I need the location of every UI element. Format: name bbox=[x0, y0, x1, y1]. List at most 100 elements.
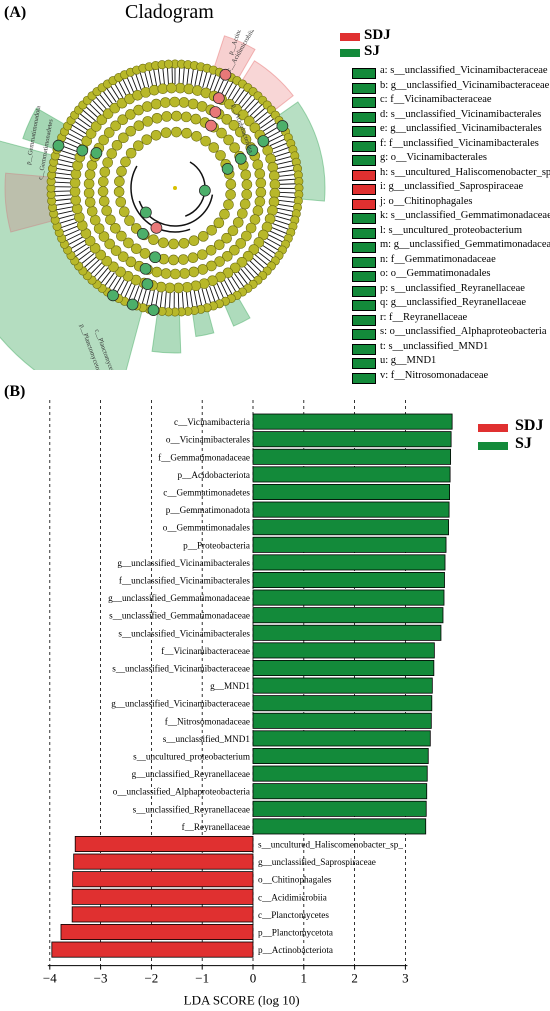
cladogram-node bbox=[197, 249, 208, 260]
cladogram-node bbox=[223, 134, 234, 146]
taxa-legend-swatch bbox=[352, 227, 376, 239]
bar-label: g__unclassified_Gemmatimonadaceae bbox=[108, 593, 250, 603]
branch-spoke bbox=[227, 82, 238, 99]
branch-spoke bbox=[53, 194, 72, 197]
cladogram-node bbox=[83, 178, 95, 189]
bar bbox=[252, 747, 429, 764]
branch-spoke bbox=[96, 267, 109, 282]
taxa-legend-item: f: f__unclassified_Vicinamibacterales bbox=[380, 137, 539, 149]
highlighted-node bbox=[140, 206, 152, 219]
branch-spoke bbox=[166, 66, 169, 85]
cladogram-node bbox=[148, 234, 159, 246]
bar bbox=[252, 765, 428, 782]
taxa-legend-item: c: f__Vicinamibacteraceae bbox=[380, 94, 492, 105]
branch-spoke bbox=[148, 68, 154, 87]
branch-spoke bbox=[272, 146, 291, 154]
branch-spoke bbox=[278, 199, 297, 203]
branch-spoke bbox=[87, 102, 102, 116]
cladogram-node bbox=[118, 132, 129, 144]
legend-label-sj: SJ bbox=[364, 43, 380, 59]
branch-spoke bbox=[53, 176, 72, 180]
bar bbox=[252, 730, 431, 747]
branch-spoke bbox=[278, 173, 297, 177]
branch-spoke bbox=[101, 89, 114, 105]
branch-spoke bbox=[257, 251, 272, 263]
cladogram-node bbox=[150, 129, 162, 141]
branch-spoke bbox=[259, 247, 275, 260]
x-tick-label: 0 bbox=[250, 971, 257, 986]
cladogram-node bbox=[83, 187, 95, 199]
bar-label: s__unclassified_Vicinamibacteraceae bbox=[112, 664, 250, 674]
bar bbox=[74, 835, 254, 852]
taxa-legend-swatch bbox=[352, 329, 376, 340]
branch-spoke bbox=[278, 178, 297, 181]
branch-spoke bbox=[92, 264, 106, 279]
cladogram-node bbox=[268, 196, 280, 208]
highlighted-node bbox=[209, 106, 222, 118]
cladogram-node bbox=[197, 231, 209, 242]
branch-spoke bbox=[181, 291, 184, 310]
cladogram-node bbox=[133, 140, 144, 151]
branch-spoke bbox=[169, 291, 171, 310]
branch-spoke bbox=[185, 291, 189, 310]
x-tick-label: 2 bbox=[351, 971, 358, 986]
branch-spoke bbox=[234, 88, 246, 104]
branch-spoke bbox=[268, 133, 285, 143]
taxa-legend-swatch bbox=[352, 97, 376, 108]
cladogram-node bbox=[178, 237, 190, 249]
branch-spoke bbox=[237, 270, 249, 286]
cladogram-node bbox=[235, 126, 246, 138]
cladogram-node bbox=[84, 196, 96, 208]
cladogram-node bbox=[241, 189, 253, 200]
taxa-legend-item: v: f__Nitrosomonadaceae bbox=[380, 369, 489, 381]
cladogram-node bbox=[150, 98, 162, 110]
cladogram-node bbox=[229, 142, 240, 153]
branch-spoke bbox=[61, 225, 79, 233]
branch-spoke bbox=[56, 214, 75, 220]
branch-spoke bbox=[152, 67, 158, 86]
cladogram-node bbox=[99, 166, 111, 178]
bar bbox=[252, 783, 428, 800]
highlighted-node bbox=[141, 278, 154, 290]
bar bbox=[252, 501, 450, 518]
branch-spoke bbox=[64, 136, 81, 145]
branch-spoke bbox=[73, 120, 89, 131]
taxa-legend-swatch bbox=[352, 155, 376, 166]
bar bbox=[252, 413, 453, 430]
bar bbox=[252, 677, 433, 694]
branch-spoke bbox=[86, 259, 100, 273]
bar-label: g__unclassified_Saprospiraceae bbox=[258, 857, 376, 867]
branch-spoke bbox=[246, 263, 260, 277]
bar-label: s__unclassified_Vicinamibacterales bbox=[118, 628, 250, 638]
cladogram-node bbox=[102, 157, 113, 168]
bar-label: p__Acidobacteriota bbox=[178, 470, 250, 480]
branch-spoke bbox=[54, 202, 73, 206]
cladogram: p__Actinobacteriotac__Acidimicrobiiap__A… bbox=[0, 30, 326, 370]
cladogram-node bbox=[190, 280, 202, 292]
branch-spoke bbox=[189, 290, 194, 309]
legend-label-sdj: SDJ bbox=[364, 27, 391, 43]
branch-spoke bbox=[278, 195, 297, 199]
lda-legend-label-sdj: SDJ bbox=[515, 417, 544, 434]
branch-spoke bbox=[278, 191, 297, 194]
branch-spoke bbox=[91, 98, 105, 113]
x-tick-label: 3 bbox=[402, 971, 409, 986]
cladogram-node bbox=[71, 203, 83, 215]
cladogram-node bbox=[101, 205, 112, 217]
branch-spoke bbox=[263, 241, 280, 252]
branch-spoke bbox=[94, 95, 108, 110]
bar-label: s__unclassified_MND1 bbox=[163, 734, 251, 744]
cladogram-node bbox=[141, 101, 153, 112]
cladogram-node bbox=[205, 244, 217, 256]
cladogram-node bbox=[110, 223, 121, 234]
branch-spoke bbox=[141, 287, 148, 306]
branch-spoke bbox=[194, 68, 199, 86]
branch-spoke bbox=[54, 167, 73, 172]
cladogram-node bbox=[111, 139, 123, 151]
branch-spoke bbox=[134, 72, 142, 90]
bar bbox=[252, 554, 446, 571]
branch-spoke bbox=[271, 142, 289, 150]
bar-label: s__uncultured_proteobacterium bbox=[133, 752, 250, 762]
branch-spoke bbox=[266, 129, 283, 139]
cladogram-node bbox=[183, 83, 195, 95]
